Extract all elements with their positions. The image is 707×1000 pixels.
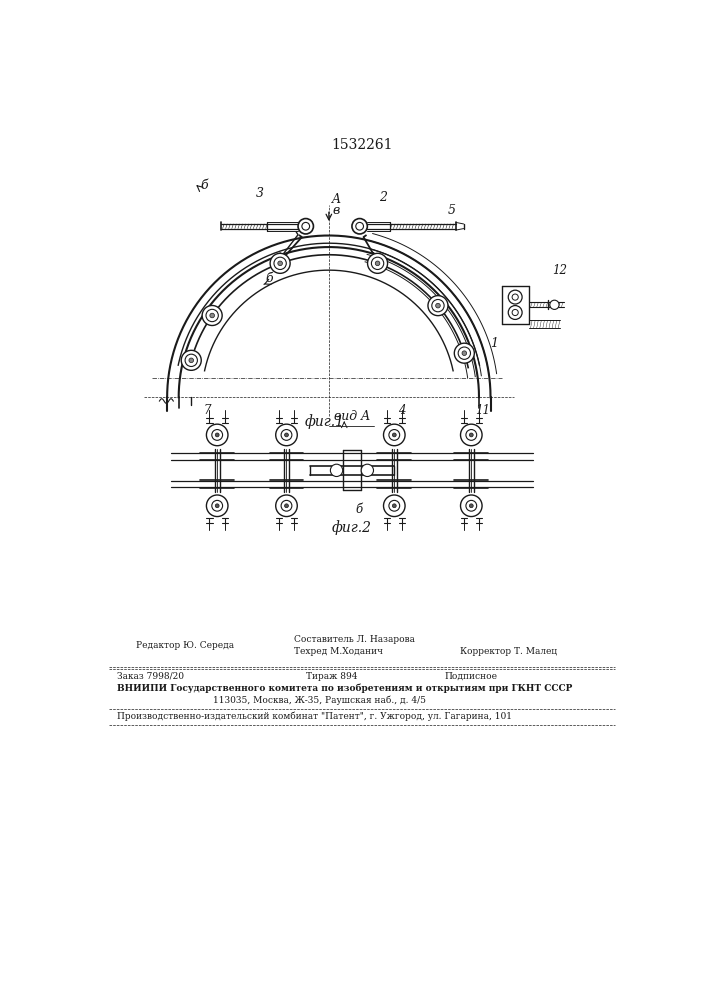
Text: A: A — [332, 193, 341, 206]
Circle shape — [436, 303, 440, 308]
Circle shape — [210, 313, 214, 318]
Text: 4: 4 — [398, 404, 406, 417]
Text: 2: 2 — [379, 191, 387, 204]
Text: 5: 5 — [448, 204, 456, 217]
Circle shape — [206, 424, 228, 446]
Circle shape — [460, 495, 482, 517]
Circle shape — [206, 495, 228, 517]
Text: 1: 1 — [491, 337, 498, 350]
Circle shape — [375, 261, 380, 266]
Circle shape — [508, 290, 522, 304]
Text: 7: 7 — [204, 404, 211, 417]
Text: 113035, Москва, Ж-35, Раушская наб., д. 4/5: 113035, Москва, Ж-35, Раушская наб., д. … — [214, 696, 426, 705]
Circle shape — [508, 306, 522, 319]
Circle shape — [455, 343, 474, 363]
Circle shape — [469, 433, 473, 437]
Text: б: б — [266, 272, 274, 285]
Text: фиг.2: фиг.2 — [332, 520, 372, 535]
Text: 11: 11 — [475, 404, 490, 417]
Circle shape — [284, 504, 288, 508]
Text: Корректор Т. Малец: Корректор Т. Малец — [460, 647, 557, 656]
Text: Составитель Л. Назарова: Составитель Л. Назарова — [294, 635, 415, 644]
Circle shape — [550, 300, 559, 309]
Circle shape — [276, 424, 297, 446]
Circle shape — [392, 433, 396, 437]
Circle shape — [383, 495, 405, 517]
Text: 3: 3 — [256, 187, 264, 200]
Text: Тираж 894: Тираж 894 — [305, 672, 357, 681]
Circle shape — [368, 253, 387, 273]
Circle shape — [428, 296, 448, 316]
Circle shape — [298, 219, 313, 234]
Circle shape — [392, 504, 396, 508]
Text: Заказ 7998/20: Заказ 7998/20 — [117, 672, 184, 681]
Circle shape — [383, 424, 405, 446]
Circle shape — [361, 464, 373, 477]
Circle shape — [270, 253, 290, 273]
Text: Редактор Ю. Середа: Редактор Ю. Середа — [136, 641, 235, 650]
Text: б: б — [200, 179, 208, 192]
Text: фиг.1: фиг.1 — [305, 415, 345, 429]
Circle shape — [202, 305, 222, 326]
Circle shape — [276, 495, 297, 517]
Text: Техред М.Ходанич: Техред М.Ходанич — [294, 647, 383, 656]
Circle shape — [215, 504, 219, 508]
Text: 1532261: 1532261 — [331, 138, 392, 152]
Circle shape — [278, 261, 282, 266]
Text: Подписное: Подписное — [444, 672, 497, 681]
Text: вид A: вид A — [334, 410, 370, 423]
Circle shape — [460, 424, 482, 446]
Circle shape — [215, 433, 219, 437]
Circle shape — [284, 433, 288, 437]
Text: ВНИИПИ Государственного комитета по изобретениям и открытиям при ГКНТ СССР: ВНИИПИ Государственного комитета по изоб… — [117, 683, 573, 693]
Circle shape — [469, 504, 473, 508]
Text: в: в — [333, 204, 340, 217]
Text: 12: 12 — [552, 264, 567, 277]
Circle shape — [330, 464, 343, 477]
Circle shape — [189, 358, 194, 363]
Text: б: б — [356, 503, 363, 516]
Text: Производственно-издательский комбинат "Патент", г. Ужгород, ул. Гагарина, 101: Производственно-издательский комбинат "П… — [117, 711, 512, 721]
Circle shape — [462, 351, 467, 355]
Circle shape — [181, 350, 201, 370]
Circle shape — [352, 219, 368, 234]
